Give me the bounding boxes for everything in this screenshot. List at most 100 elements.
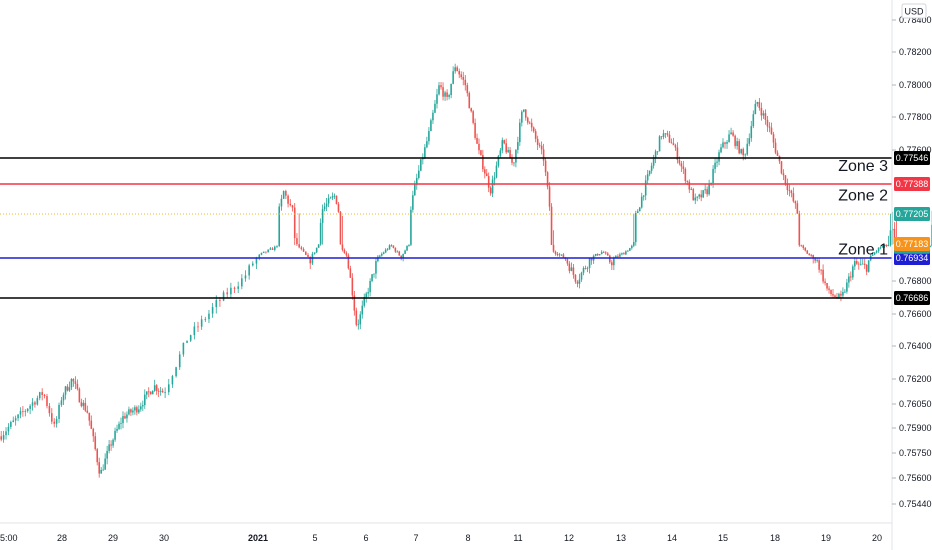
price-axis[interactable]: 0.78400 0.78200 0.78000 0.77800 0.77600 0.768… — [892, 15, 932, 509]
candle-body — [208, 313, 210, 320]
candle — [62, 392, 65, 406]
candle — [282, 190, 285, 199]
candle-body — [706, 189, 708, 195]
candle — [222, 290, 225, 302]
candle-body — [442, 87, 444, 97]
candle — [5, 427, 7, 440]
candle — [460, 71, 463, 80]
candle — [806, 249, 809, 254]
candle — [844, 289, 846, 294]
candle-body — [574, 274, 577, 282]
candle — [476, 133, 478, 144]
candle — [415, 173, 418, 190]
candle-body — [782, 173, 785, 176]
candle — [384, 248, 387, 254]
candle — [666, 130, 669, 137]
candle-body — [41, 392, 43, 395]
candle — [86, 405, 89, 414]
candle — [464, 74, 467, 91]
candle — [104, 453, 106, 470]
candle-body — [794, 201, 797, 204]
candle-body — [373, 273, 375, 275]
candle — [132, 407, 134, 416]
candle-body — [485, 173, 488, 177]
candle — [772, 131, 775, 149]
candle-body — [24, 411, 27, 412]
candle — [186, 340, 188, 343]
candle — [438, 81, 440, 96]
candle-body — [371, 274, 373, 282]
candle-body — [353, 295, 356, 311]
candle-body — [193, 326, 196, 336]
candle-body — [877, 247, 880, 252]
candle-body — [776, 152, 779, 156]
candle-body — [822, 269, 824, 282]
candle — [670, 138, 673, 144]
candle-body — [369, 281, 371, 293]
candle-body — [331, 196, 334, 198]
candle — [164, 387, 166, 399]
time-axis[interactable]: 5:00 28 29 30 2021 5 6 7 8 11 12 13 14 15 18 19 20 — [0, 533, 882, 543]
candle — [746, 138, 749, 156]
candle-body — [2, 435, 5, 440]
currency-badge[interactable]: USD — [901, 3, 927, 19]
candle-body — [267, 249, 269, 253]
candle-body — [650, 165, 653, 171]
candle — [625, 250, 627, 256]
candle-body — [517, 142, 519, 150]
candle-body — [412, 195, 414, 210]
candle-body — [34, 402, 36, 405]
candle-body — [293, 207, 296, 239]
candle-body — [621, 253, 623, 255]
candle-body — [102, 469, 104, 471]
candle-body — [472, 111, 474, 123]
candle-body — [734, 135, 736, 147]
candle-body — [394, 247, 397, 252]
candle-body — [728, 134, 730, 143]
candle — [507, 146, 509, 153]
candle — [566, 257, 569, 266]
candle-body — [325, 203, 328, 207]
price-tick-label: 0.75600 — [899, 473, 932, 483]
zone-label[interactable]: Zone 3 — [838, 158, 888, 175]
zone-label[interactable]: Zone 1 — [838, 242, 888, 259]
candle-body — [752, 114, 755, 127]
candle — [720, 143, 722, 154]
candle-body — [333, 195, 336, 197]
candle — [633, 213, 635, 248]
zone-label[interactable]: Zone 2 — [838, 187, 888, 204]
candle-body — [120, 423, 122, 424]
candle-body — [470, 108, 473, 112]
candle-body — [363, 297, 366, 306]
candle-body — [309, 256, 312, 264]
price-tick-label: 0.75440 — [899, 499, 932, 509]
candle-body — [615, 256, 617, 258]
candle — [208, 309, 210, 324]
candle-body — [90, 420, 93, 429]
candle-body — [265, 251, 267, 253]
candle-body — [410, 209, 412, 245]
candle-body — [652, 158, 655, 166]
currency-badge-box — [901, 3, 927, 19]
candle — [434, 99, 436, 113]
candle-body — [84, 402, 87, 411]
candle — [136, 405, 138, 416]
candle — [116, 424, 118, 433]
candle-body — [846, 282, 848, 292]
candle-body — [600, 252, 603, 255]
candle-body — [400, 255, 402, 258]
candle — [241, 274, 243, 290]
candle-body — [754, 103, 757, 115]
candle — [118, 421, 120, 431]
candle-body — [365, 293, 368, 298]
candle — [650, 162, 653, 174]
candle-body — [251, 263, 254, 266]
candle — [834, 294, 836, 298]
candle-body — [570, 267, 573, 271]
candle — [826, 283, 828, 291]
candle — [698, 193, 701, 200]
candle — [200, 315, 203, 330]
candle — [382, 251, 385, 255]
candle — [380, 252, 383, 257]
candle-body — [337, 203, 340, 212]
